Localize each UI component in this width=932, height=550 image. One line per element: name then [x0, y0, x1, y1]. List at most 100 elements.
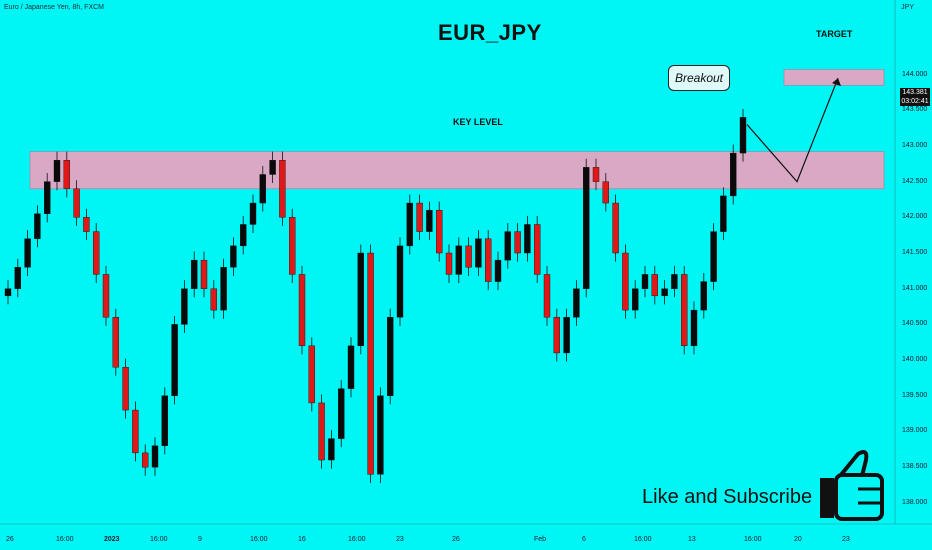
candle-body [141, 452, 149, 468]
candle-body [171, 324, 178, 396]
y-tick-label: 141.500 [902, 249, 928, 256]
candle-body [53, 160, 61, 182]
candle-body [63, 160, 70, 189]
candle-body [514, 231, 521, 254]
x-tick-label: 16:00 [250, 536, 268, 543]
candle-body [710, 231, 717, 282]
candle-body [612, 202, 619, 254]
candle-body [357, 252, 364, 347]
candle-body [4, 288, 12, 297]
candle-body [651, 274, 658, 297]
x-tick-label: 16:00 [634, 536, 652, 543]
key-level-zone [29, 151, 885, 190]
candle-body [543, 274, 551, 318]
target-label: TARGET [816, 29, 853, 39]
x-tick-label: 16:00 [150, 536, 168, 543]
y-tick-label: 139.000 [902, 427, 928, 435]
candle-body [279, 160, 286, 218]
candle-body [269, 160, 276, 175]
candle-body [230, 245, 237, 268]
y-tick-label: 144.000 [902, 70, 928, 78]
x-tick-label: 2023 [104, 536, 120, 543]
candle-body [308, 345, 315, 404]
cta-text: Like and Subscribe [642, 486, 813, 508]
candle-body [396, 245, 404, 318]
candle-body [553, 317, 560, 354]
candle-body [573, 288, 580, 318]
candle-body [455, 245, 462, 275]
y-tick-label: 143.500 [902, 106, 928, 114]
y-tick-label: 139.500 [902, 391, 928, 399]
candle-body [200, 259, 208, 289]
candle-body [602, 181, 609, 204]
candle-body [524, 224, 531, 254]
candle-body [190, 259, 198, 289]
candle-body [161, 395, 169, 446]
x-tick-label: Feb [534, 536, 547, 543]
candle-body [220, 267, 227, 311]
candle-body [92, 231, 100, 275]
candle-body [739, 117, 747, 154]
candle-body [494, 259, 502, 282]
y-tick-label: 142.000 [902, 213, 928, 221]
candle-body [661, 288, 668, 297]
current-price: 143.381 [902, 89, 928, 96]
candle-body [181, 288, 188, 325]
key-level-label: KEY LEVEL [453, 117, 503, 127]
candle-body [416, 202, 423, 232]
candle-body [14, 267, 22, 289]
candle-body [681, 274, 688, 347]
candle-body [347, 345, 355, 389]
y-tick-label: 142.500 [902, 177, 928, 185]
candle-body [504, 231, 511, 261]
candle-body [641, 274, 649, 289]
candle-body [485, 238, 492, 282]
target-zone [783, 69, 885, 86]
candle-body [475, 238, 482, 268]
x-tick-label: 23 [842, 536, 850, 543]
candle-body [690, 309, 698, 347]
y-tick-label: 140.500 [902, 320, 928, 328]
candle-body [24, 238, 31, 268]
candle-body [210, 288, 218, 311]
y-tick-label: 138.000 [902, 498, 928, 506]
candle-body [387, 317, 394, 396]
candle-body [318, 402, 325, 461]
candle-body [445, 252, 453, 275]
projection-path [746, 77, 839, 183]
chart-title: EUR_JPY [438, 20, 542, 45]
symbol-header: Euro / Japanese Yen, 8h, FXCM [4, 4, 105, 11]
candle-body [239, 224, 247, 247]
candle-body [367, 252, 374, 475]
x-tick-label: 16 [298, 536, 306, 543]
x-tick-label: 13 [688, 536, 696, 543]
candle-body [622, 252, 629, 311]
x-tick-label: 6 [582, 536, 586, 543]
candle-body [436, 209, 443, 254]
candle-body [328, 438, 335, 461]
candle-body [700, 281, 707, 311]
candle-body [73, 188, 80, 218]
x-tick-label: 26 [452, 536, 460, 543]
candle-body [671, 274, 678, 289]
thumbs-up-icon[interactable] [820, 450, 884, 521]
x-tick-label: 9 [198, 536, 202, 543]
candle-body [534, 224, 541, 275]
x-tick-label: 16:00 [744, 536, 762, 543]
projection-arrowhead [832, 78, 841, 87]
current-price-label: 143.381 03:02:41 [900, 88, 930, 106]
x-tick-label: 23 [396, 536, 404, 543]
candle-body [102, 274, 110, 318]
candle-body [151, 445, 159, 468]
candle-body [34, 213, 41, 239]
candle-body [122, 367, 129, 411]
x-tick-label: 26 [6, 536, 14, 543]
candle-body [132, 409, 139, 454]
candle-body [730, 152, 737, 197]
x-tick-label: 16:00 [56, 536, 74, 543]
candle-body [563, 317, 570, 354]
candle-body [406, 202, 413, 247]
candle-body [289, 217, 296, 275]
candle-body [298, 274, 306, 347]
